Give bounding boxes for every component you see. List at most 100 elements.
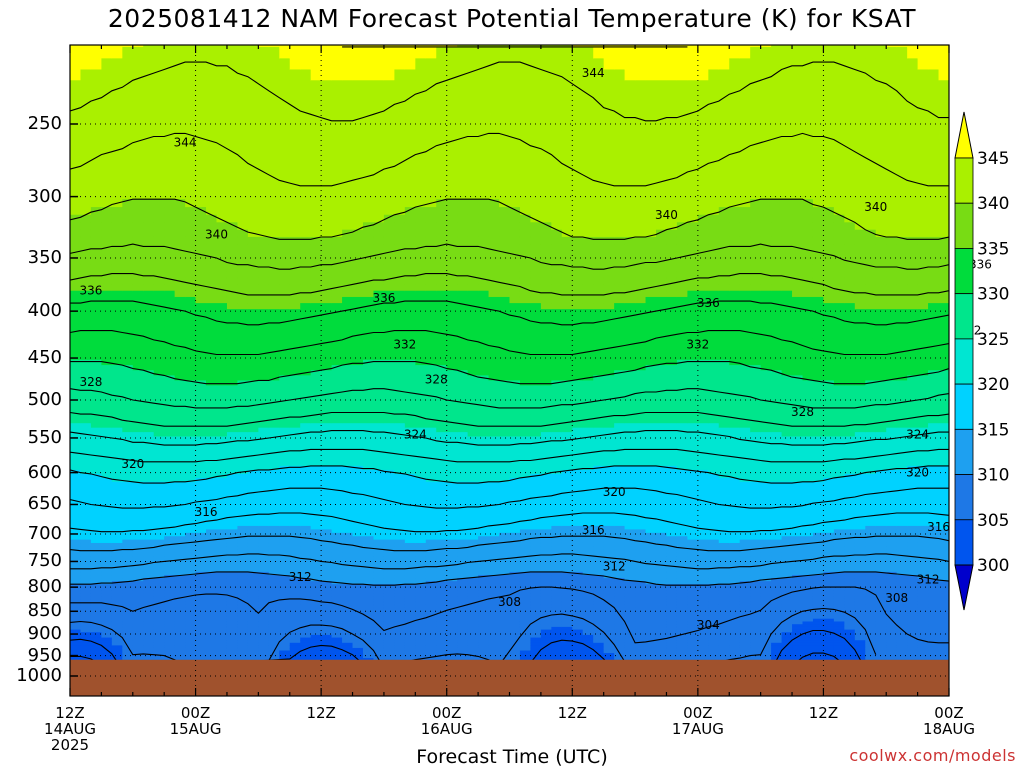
contour-label: 312 xyxy=(289,570,312,584)
colorbar-segment xyxy=(954,293,974,340)
contour-line xyxy=(70,512,949,533)
contour-line xyxy=(70,465,949,484)
x-tick-label: 12Z xyxy=(306,704,336,722)
x-tick-label: 00Z 16AUG xyxy=(420,704,473,738)
colorbar-label: 340 xyxy=(977,194,1009,214)
colorbar-label: 330 xyxy=(977,285,1009,305)
contour-line xyxy=(70,300,949,326)
contour-label: 304 xyxy=(697,618,720,632)
contour-line xyxy=(70,330,949,356)
contour-label: 344 xyxy=(174,136,197,150)
x-tick-label: 00Z 15AUG xyxy=(169,704,222,738)
x-tick-label: 12Z xyxy=(808,704,839,722)
contour-label: 308 xyxy=(498,595,521,609)
plot-frame xyxy=(69,44,950,697)
contour-label: 308 xyxy=(885,591,908,605)
contour-line xyxy=(70,586,949,644)
x-tick-label: 00Z 17AUG xyxy=(671,704,724,738)
x-axis-title: Forecast Time (UTC) xyxy=(416,746,608,768)
credit-text: coolwx.com/models xyxy=(849,746,1016,765)
colorbar-segment xyxy=(954,248,974,295)
colorbar-label: 320 xyxy=(977,375,1009,395)
y-tick-label: 650 xyxy=(27,493,62,515)
y-tick-label: 350 xyxy=(27,246,62,268)
contour-label: 312 xyxy=(603,560,626,574)
contour-label: 316 xyxy=(582,523,605,537)
contour-line xyxy=(70,553,949,570)
y-tick-label: 800 xyxy=(27,576,62,598)
contour-label: 312 xyxy=(917,573,940,587)
colorbar-segment xyxy=(954,383,974,430)
colorbar-label: 335 xyxy=(977,239,1009,259)
contour-label: 324 xyxy=(906,427,929,441)
colorbar-label: 300 xyxy=(977,556,1009,576)
y-tick-label: 850 xyxy=(27,600,62,622)
colorbar-segment xyxy=(954,338,974,385)
contour-label: 340 xyxy=(205,228,228,242)
contour-label: 320 xyxy=(121,457,144,471)
contour-label: 328 xyxy=(791,405,814,419)
y-tick-label: 600 xyxy=(27,461,62,483)
ground-fill xyxy=(70,659,949,696)
contour-label: 336 xyxy=(372,291,395,305)
contour-label: 340 xyxy=(655,208,678,222)
y-tick-label: 250 xyxy=(27,113,62,134)
colorbar-segment xyxy=(954,428,974,475)
colorbar-label: 345 xyxy=(977,149,1009,169)
contour-label: 344 xyxy=(582,66,605,80)
colorbar-min-arrow xyxy=(954,564,974,611)
contour-line xyxy=(70,388,949,409)
colorbar-segment xyxy=(954,202,974,249)
contour-line xyxy=(70,448,949,463)
colorbar-label: 315 xyxy=(977,420,1009,440)
x-tick-label: 12Z 14AUG 2025 xyxy=(44,704,96,754)
y-tick-label: 750 xyxy=(27,550,62,572)
colorbar-label: 305 xyxy=(977,511,1009,531)
colorbar: 345 340 335 330 325 320 315 310 305 300 xyxy=(954,111,1009,611)
colorbar-max-arrow xyxy=(954,111,974,159)
colorbar-segment xyxy=(954,157,974,204)
y-tick-label: 400 xyxy=(27,300,62,322)
contour-label: 328 xyxy=(425,373,448,387)
contour-label: 336 xyxy=(969,258,992,272)
contour-line xyxy=(70,535,949,552)
contour-line xyxy=(70,487,949,509)
contour-label: 324 xyxy=(404,427,427,441)
chart-title: 2025081412 NAM Forecast Potential Temper… xyxy=(107,4,917,33)
contour-line xyxy=(70,361,949,385)
contour-label: 332 xyxy=(686,338,709,352)
x-tick-label: 12Z xyxy=(557,704,587,722)
colorbar-label: 310 xyxy=(977,466,1009,486)
y-tick-label: 550 xyxy=(27,426,62,448)
contour-label: 340 xyxy=(864,200,887,214)
contour-label: 336 xyxy=(79,284,102,298)
contour-label: 328 xyxy=(79,375,102,389)
y-tick-label: 700 xyxy=(27,522,62,544)
contour-label: 320 xyxy=(603,485,626,499)
y-tick-label: 900 xyxy=(27,623,62,645)
contour-label: 316 xyxy=(927,520,950,534)
contour-label: 316 xyxy=(195,505,218,519)
contour-line xyxy=(70,198,949,240)
contour-label: 332 xyxy=(393,338,416,352)
contour-line xyxy=(70,132,949,187)
y-tick-label: 1000 xyxy=(16,665,62,686)
contour-line xyxy=(70,273,949,296)
y-tick-label: 500 xyxy=(27,389,62,410)
contour-labels: 3443443403403403363363363363323323323283… xyxy=(79,66,991,632)
colorbar-segment xyxy=(954,519,974,566)
y-tick-label: 950 xyxy=(27,644,62,666)
contour-label: 320 xyxy=(906,466,929,480)
x-tick-label: 00Z 18AUG xyxy=(923,704,975,738)
contour-line xyxy=(70,571,949,586)
contour-line xyxy=(70,411,949,427)
plot-area xyxy=(70,45,949,696)
colorbar-label: 325 xyxy=(977,330,1009,350)
contour-line xyxy=(70,61,949,122)
contour-line xyxy=(70,243,949,270)
contour-label: 336 xyxy=(697,296,720,310)
colorbar-segment xyxy=(954,474,974,521)
y-tick-label: 450 xyxy=(27,347,62,369)
contour-line xyxy=(70,430,949,446)
